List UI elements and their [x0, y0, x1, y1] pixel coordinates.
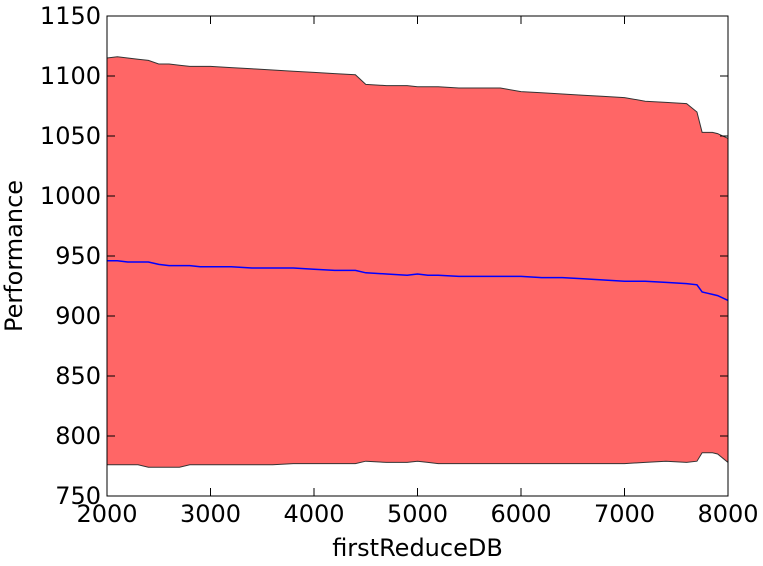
axis-ticks: [106, 15, 729, 497]
x-tick-label: 8000: [697, 500, 758, 528]
x-tick-label: 2000: [76, 500, 137, 528]
y-tick-label: 850: [55, 362, 101, 390]
y-tick-label: 750: [55, 482, 101, 510]
y-tick-label: 1100: [40, 62, 101, 90]
y-tick-label: 1000: [40, 182, 101, 210]
y-tick-label: 900: [55, 302, 101, 330]
y-tick-label: 950: [55, 242, 101, 270]
x-tick-label: 5000: [387, 500, 448, 528]
x-tick-label: 3000: [180, 500, 241, 528]
x-tick-label: 7000: [594, 500, 655, 528]
y-axis-label: Performance: [0, 180, 28, 332]
mean-line-group: [107, 260, 729, 302]
band-area: [106, 56, 729, 468]
x-axis-label: firstReduceDB: [332, 534, 503, 562]
confidence-band: [106, 56, 729, 468]
tick-labels: 2000 3000 4000 5000 6000 7000 8000 750 800 850 900…: [40, 2, 759, 528]
x-tick-label: 6000: [490, 500, 551, 528]
x-tick-label: 4000: [283, 500, 344, 528]
y-tick-label: 800: [55, 422, 101, 450]
y-tick-label: 1050: [40, 122, 101, 150]
y-tick-label: 1150: [40, 2, 101, 30]
mean-line: [107, 260, 729, 302]
